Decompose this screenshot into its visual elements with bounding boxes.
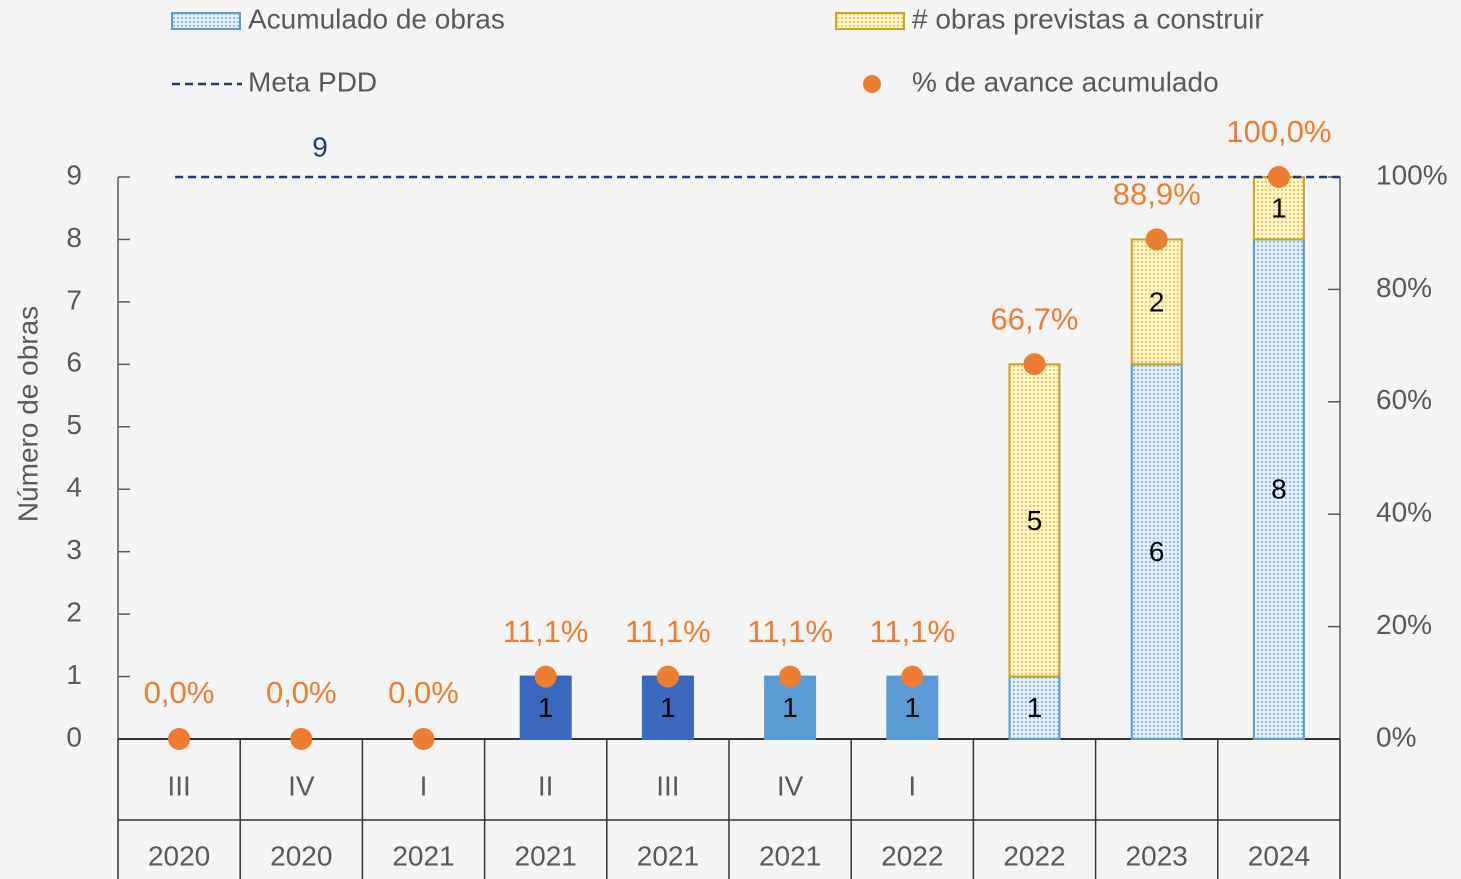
x-tick-label-year: 2023 [1126,840,1188,871]
x-tick-label: II [538,770,554,801]
x-tick-label-year: 2020 [270,840,332,871]
y2-tick-label: 100% [1376,159,1448,190]
bar-value-label: 1 [538,692,554,723]
y-tick-label: 2 [66,597,82,628]
bar-value-label: 1 [1271,193,1287,224]
y-tick-label: 4 [66,472,82,503]
point-label: 11,1% [625,614,711,649]
point-label: 100,0% [1226,114,1331,149]
point-label: 0,0% [144,675,215,710]
bar-value-label: 1 [782,692,798,723]
legend-swatch [863,75,881,93]
point [1267,166,1290,188]
x-tick-label-year: 2022 [881,840,943,871]
x-tick-label-year: 2021 [392,840,454,871]
bar [1252,238,1305,740]
point-label: 88,9% [1113,177,1201,212]
point [656,665,679,688]
bar-value-label: 1 [660,692,676,723]
point [290,728,313,750]
bar-value-label: 5 [1027,505,1043,536]
bar [1008,675,1061,740]
x-tick-label-year: 2022 [1003,840,1065,871]
legend-label: Meta PDD [248,66,377,97]
y-tick-label: 8 [66,222,82,253]
y2-tick-label: 20% [1376,609,1432,640]
y2-tick-label: 40% [1376,497,1432,528]
point-label: 0,0% [388,675,459,710]
target-label: 9 [312,131,328,162]
point [168,728,191,750]
x-tick-label-year: 2021 [515,840,577,871]
y-tick-label: 5 [66,409,82,440]
bar-value-label: 6 [1149,536,1165,567]
y-tick-label: 1 [66,659,82,690]
point-label: 66,7% [991,301,1079,336]
x-tick-label-year: 2021 [759,840,821,871]
bar [1130,363,1183,740]
x-tick-label: IV [288,770,315,801]
y2-tick-label: 80% [1376,272,1432,303]
x-tick-label: IV [777,770,804,801]
x-tick-label-year: 2020 [148,840,210,871]
y-tick-label: 9 [66,159,82,190]
x-tick-label-year: 2024 [1248,840,1310,871]
point-label: 11,1% [747,614,833,649]
y-tick-label: 0 [66,721,82,752]
bar-value-label: 1 [1027,692,1043,723]
y-tick-label: 7 [66,284,82,315]
point [1145,228,1168,251]
legend-swatch [835,12,905,30]
bar-value-label: 2 [1149,286,1165,317]
x-tick-label: III [656,770,679,801]
legend-swatch [171,12,241,30]
y-tick-label: 6 [66,347,82,378]
legend-label: # obras previstas a construir [912,3,1264,34]
y2-tick-label: 0% [1376,721,1416,752]
x-tick-label: I [420,770,428,801]
x-tick-label-year: 2021 [637,840,699,871]
point-label: 0,0% [266,675,337,710]
point [901,665,924,688]
point-label: 11,1% [503,614,589,649]
x-tick-label: III [167,770,190,801]
y-axis-label: Número de obras [12,306,43,522]
point [534,665,557,688]
legend-label: % de avance acumulado [912,66,1219,97]
point-label: 11,1% [869,614,955,649]
y-tick-label: 3 [66,534,82,565]
point [412,728,435,750]
bar-value-label: 8 [1271,474,1287,505]
bar-value-label: 1 [905,692,921,723]
point [1023,353,1046,376]
legend-label: Acumulado de obras [248,3,505,34]
x-tick-label: I [908,770,916,801]
y2-tick-label: 60% [1376,384,1432,415]
point [779,665,802,688]
